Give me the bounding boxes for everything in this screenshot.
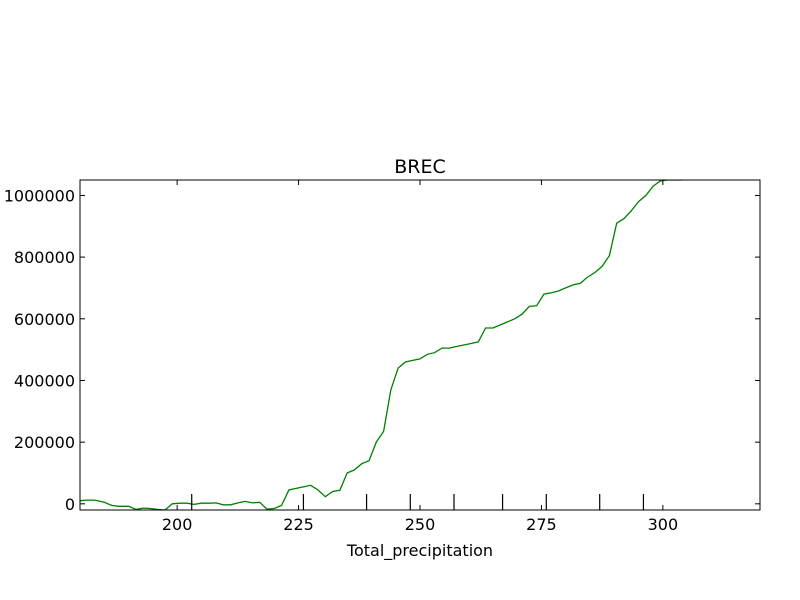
y-tick-label: 600000 [14, 310, 75, 329]
y-tick-label: 400000 [14, 371, 75, 390]
series-line-0 [80, 180, 683, 510]
y-tick-label: 1000000 [4, 186, 75, 205]
chart-title: BREC [394, 156, 446, 178]
x-tick-label: 300 [648, 515, 679, 534]
x-tick-label: 200 [162, 515, 193, 534]
x-tick-label: 225 [283, 515, 314, 534]
x-axis-label: Total_precipitation [346, 541, 493, 561]
y-tick-label: 0 [65, 495, 75, 514]
plot-area [80, 180, 683, 510]
y-tick-label: 200000 [14, 433, 75, 452]
rug-marks [191, 494, 645, 510]
x-tick-label: 275 [526, 515, 557, 534]
x-axis: 200 225 250 275 300 [162, 180, 678, 534]
y-tick-label: 800000 [14, 248, 75, 267]
y-axis: 0 200000 400000 600000 800000 1000000 [4, 186, 760, 514]
x-tick-label: 250 [405, 515, 436, 534]
